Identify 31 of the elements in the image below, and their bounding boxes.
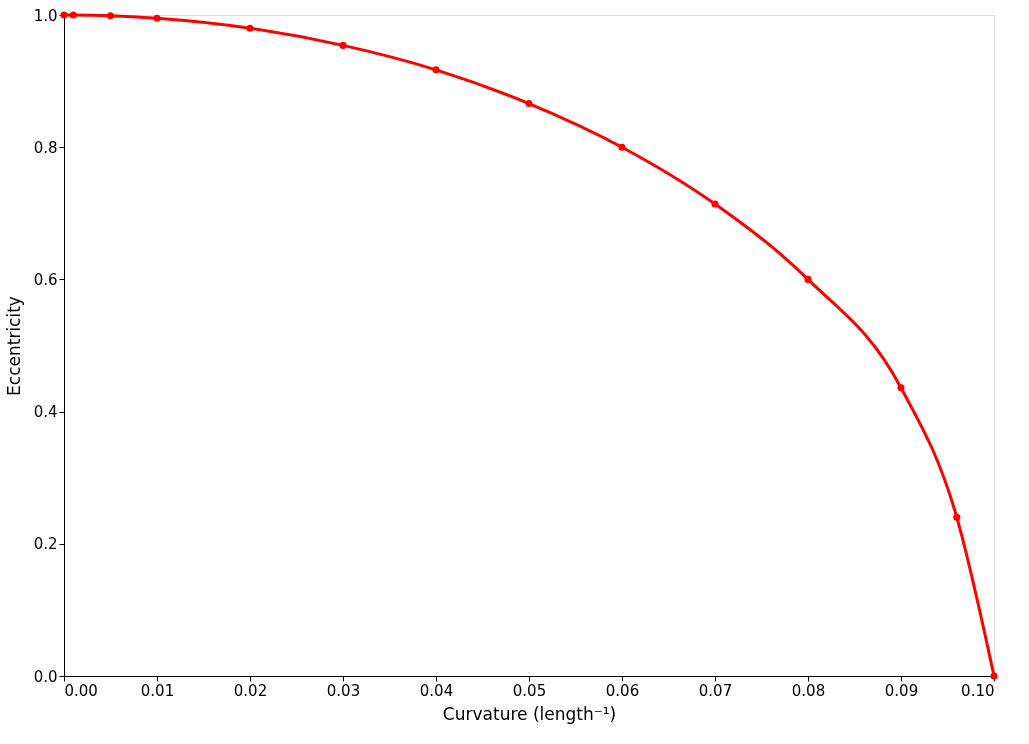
x-tick-label: 0.02 (233, 681, 268, 700)
point (897, 384, 905, 392)
x-tick-label: 0.10 (961, 681, 995, 700)
x-tick-label: 0.00 (64, 681, 98, 700)
point (953, 513, 961, 521)
y-tick-label: 0.6 (33, 270, 58, 289)
y-tick-label: 1.0 (33, 6, 58, 25)
x-tick-label: 0.03 (326, 681, 361, 700)
point (69, 11, 77, 19)
point (153, 14, 161, 22)
point (106, 12, 115, 20)
x-tick-label: 0.06 (605, 681, 640, 700)
y-tick-label: 0.0 (33, 667, 58, 686)
point (339, 41, 347, 49)
point (804, 275, 812, 283)
point (525, 100, 533, 108)
point (432, 66, 440, 74)
x-tick-label: 0.01 (140, 681, 175, 700)
x-axis-title: Curvature (length⁻¹) (442, 703, 617, 724)
x-tick-label: 0.05 (512, 681, 547, 700)
x-tick-label: 0.04 (419, 681, 454, 700)
point (618, 143, 626, 151)
x-tick-label: 0.08 (791, 681, 826, 700)
x-tick-label: 0.09 (884, 681, 919, 700)
y-axis-title: Eccentricity (3, 296, 24, 396)
point (246, 24, 254, 32)
y-tick-label: 0.2 (33, 535, 58, 554)
x-tick-label: 0.07 (698, 681, 733, 700)
y-tick-label: 0.4 (33, 403, 58, 422)
point (711, 200, 719, 208)
y-tick-label: 0.8 (33, 138, 58, 157)
